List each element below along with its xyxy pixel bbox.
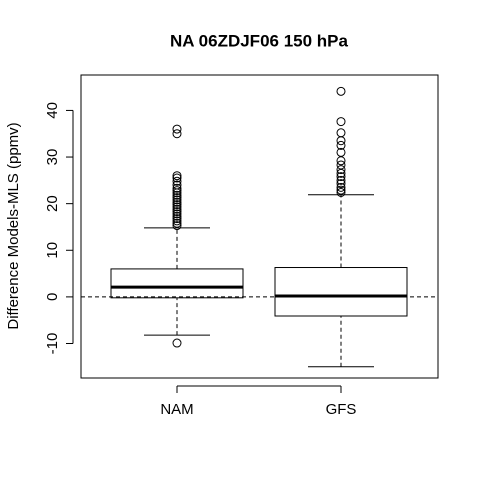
y-tick-label: 40: [44, 102, 61, 119]
y-tick-label: 20: [44, 195, 61, 212]
outlier: [336, 172, 346, 182]
outlier: [172, 183, 182, 193]
outlier: [336, 187, 346, 197]
outlier: [336, 179, 346, 189]
plot-frame: [80, 74, 439, 379]
chart-title: NA 06ZDJF06 150 hPa: [170, 31, 348, 50]
outlier: [172, 180, 182, 190]
y-tick-label: 30: [44, 149, 61, 166]
outlier: [172, 171, 182, 181]
outlier: [172, 338, 182, 348]
outlier: [336, 140, 346, 150]
y-tick-label: 10: [44, 242, 61, 259]
outlier: [172, 216, 182, 226]
outlier: [336, 128, 346, 138]
x-tick-label: NAM: [160, 401, 193, 418]
outlier: [172, 176, 182, 186]
outlier: [172, 186, 182, 196]
outlier: [172, 211, 182, 221]
outlier: [336, 182, 346, 192]
x-tick-label: GFS: [326, 401, 357, 418]
outlier: [336, 165, 346, 175]
outlier: [172, 200, 182, 210]
outlier: [172, 124, 182, 134]
outlier: [172, 190, 182, 200]
outlier: [172, 202, 182, 212]
outlier: [336, 175, 346, 185]
outlier: [172, 197, 182, 207]
outlier: [172, 221, 182, 231]
outlier: [172, 173, 182, 183]
outlier: [336, 185, 346, 195]
outlier: [172, 129, 182, 139]
outlier: [172, 218, 182, 228]
outlier: [172, 195, 182, 205]
box: [110, 268, 244, 299]
outlier: [172, 209, 182, 219]
outlier: [336, 86, 346, 96]
outlier: [172, 193, 182, 203]
outlier: [336, 160, 346, 170]
outlier: [172, 204, 182, 214]
y-tick-label: -10: [44, 333, 61, 355]
y-tick-label: 0: [44, 293, 61, 301]
outlier: [336, 147, 346, 157]
outlier: [172, 207, 182, 217]
box: [274, 267, 408, 317]
outlier: [336, 117, 346, 127]
outlier: [172, 214, 182, 224]
y-axis-label: Difference Models-MLS (ppmv): [5, 122, 22, 329]
